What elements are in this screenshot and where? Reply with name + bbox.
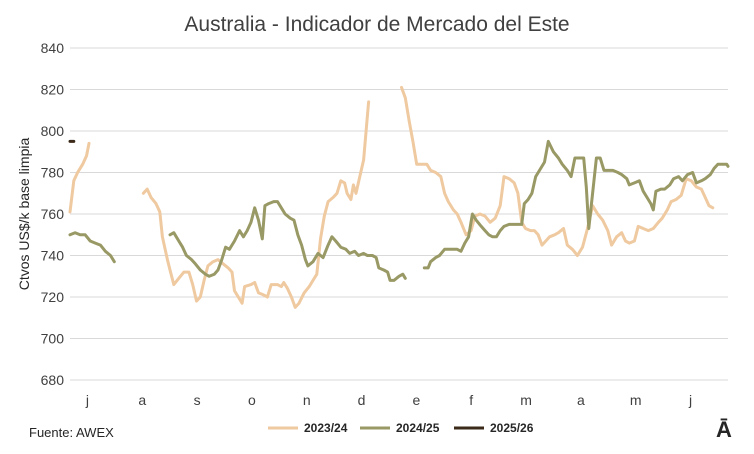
- brand-logo: Ā: [716, 417, 732, 442]
- plot-area: [68, 85, 730, 309]
- y-tick-label: 700: [41, 331, 65, 347]
- legend: 2023/24 2024/25 2025/26: [268, 421, 534, 435]
- x-tick-label: s: [194, 392, 201, 408]
- y-tick-label: 760: [41, 206, 65, 222]
- y-axis-ticks: 680 700 720 740 760 780 800 820 840: [41, 40, 65, 388]
- chart-title: Australia - Indicador de Mercado del Est…: [184, 13, 569, 36]
- series-2024-25: [68, 139, 730, 282]
- x-tick-label: j: [688, 392, 692, 408]
- legend-label: 2024/25: [396, 421, 440, 435]
- x-tick-label: n: [303, 392, 311, 408]
- y-tick-label: 780: [41, 165, 65, 181]
- series-2023-24: [68, 85, 715, 309]
- series-line: [400, 85, 715, 257]
- x-tick-label: j: [85, 392, 89, 408]
- x-tick-label: f: [469, 392, 473, 408]
- y-axis-label: Ctvos US$/k base limpia: [16, 138, 32, 291]
- x-tick-label: m: [520, 392, 532, 408]
- y-tick-label: 820: [41, 82, 65, 98]
- legend-label: 2023/24: [304, 421, 348, 435]
- x-tick-label: d: [358, 392, 366, 408]
- legend-label: 2025/26: [490, 421, 534, 435]
- source-note: Fuente: AWEX: [29, 425, 114, 440]
- x-tick-label: a: [138, 392, 146, 408]
- series-line: [422, 139, 730, 270]
- series-line: [168, 200, 407, 282]
- x-tick-label: o: [248, 392, 256, 408]
- x-tick-label: e: [413, 392, 421, 408]
- series-line: [68, 231, 116, 264]
- y-tick-label: 740: [41, 248, 65, 264]
- x-tick-label: m: [630, 392, 642, 408]
- y-tick-label: 720: [41, 289, 65, 305]
- series-line: [141, 100, 371, 309]
- gridlines: [70, 47, 728, 381]
- y-tick-label: 680: [41, 372, 65, 388]
- y-tick-label: 840: [41, 40, 65, 56]
- x-tick-label: a: [577, 392, 585, 408]
- y-tick-label: 800: [41, 123, 65, 139]
- series-line: [68, 141, 91, 214]
